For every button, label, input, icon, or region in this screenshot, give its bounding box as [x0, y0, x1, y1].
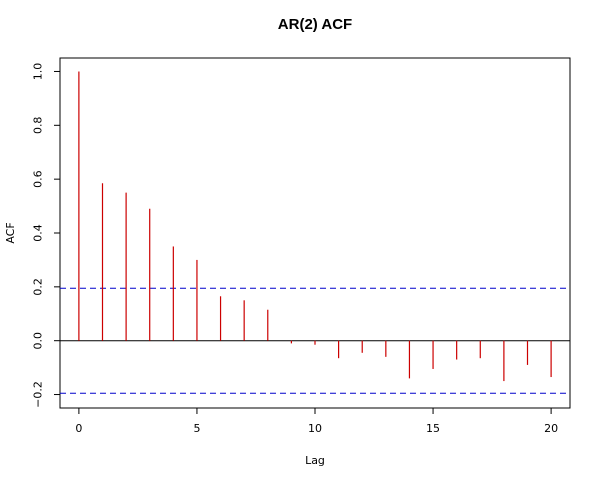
x-tick-label: 5: [193, 422, 200, 435]
x-tick-label: 0: [75, 422, 82, 435]
x-tick-label: 10: [308, 422, 322, 435]
plot-frame: [59, 57, 571, 409]
y-tick-label: 0.6: [32, 170, 45, 188]
x-tick-label: 15: [426, 422, 440, 435]
y-tick-label: 0.8: [32, 117, 45, 135]
chart-title: AR(2) ACF: [278, 16, 352, 33]
y-tick-label: 0.0: [32, 332, 45, 350]
y-tick-label: 1.0: [32, 63, 45, 81]
x-axis-label: Lag: [305, 454, 325, 467]
y-tick-label: 0.4: [32, 224, 45, 242]
plot-area: 0 5 10 15 20 −0.2 0.0 0.2 0.4 0.6 0.8 1.0: [32, 57, 571, 435]
y-axis-label: ACF: [4, 222, 17, 243]
y-tick-label: −0.2: [32, 381, 45, 408]
x-tick-label: 20: [544, 422, 558, 435]
y-tick-label: 0.2: [32, 278, 45, 296]
